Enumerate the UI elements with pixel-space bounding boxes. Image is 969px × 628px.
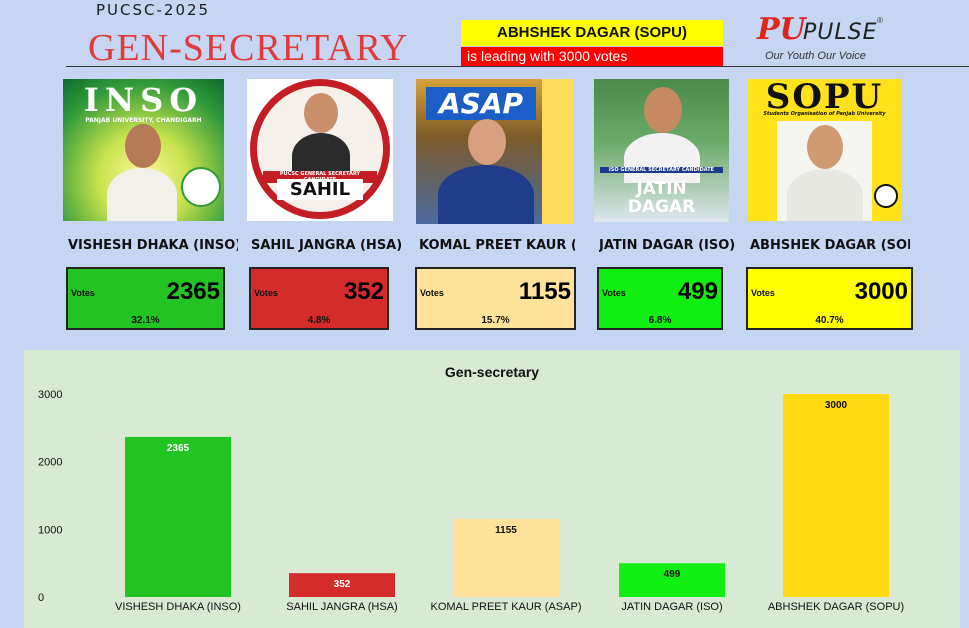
iso-badge-text: JATIN DAGAR: [627, 179, 696, 217]
y-tick-label: 0: [38, 592, 44, 604]
votes-label: Votes: [602, 288, 626, 298]
y-tick-label: 3000: [38, 389, 62, 401]
bar: [289, 573, 395, 597]
votes-percent: 4.8%: [307, 315, 331, 326]
votes-percent: 6.8%: [648, 315, 672, 326]
votes-percent: 15.7%: [481, 315, 510, 326]
candidate-photo-inso: INSO PANJAB UNIVERSITY, CHANDIGARH: [63, 79, 224, 221]
votes-count: 352: [343, 278, 384, 305]
logo-pu-text: PU: [757, 12, 806, 47]
logo-pulse-text: PULSE: [803, 20, 878, 45]
x-category-label: ABHSHEK DAGAR (SOPU): [768, 601, 904, 613]
candidate-portrait: [292, 93, 350, 179]
x-category-label: JATIN DAGAR (ISO): [621, 601, 722, 613]
bar: [783, 394, 889, 597]
pu-pulse-logo: PU PULSE ® Our Youth Our Voice: [757, 10, 887, 66]
votes-count: 1155: [518, 278, 571, 305]
votes-label: Votes: [71, 288, 95, 298]
votes-box-sopu: Votes 3000 40.7%: [746, 267, 913, 330]
title-underline: [66, 66, 969, 67]
candidate-photo-asap: ASAP: [416, 79, 574, 224]
inso-badge-text: INSO: [83, 81, 204, 119]
candidate-portrait: [624, 87, 700, 183]
page-subtitle: PUCSC-2025: [96, 1, 211, 19]
candidate-name-sopu: ABHSHEK DAGAR (SOPU: [750, 238, 910, 253]
candidate-portrait: [107, 124, 177, 221]
votes-count: 499: [677, 278, 718, 305]
bar-chart: 0 1000 2000 3000 2365 VISHESH DHAKA (INSO) 352…: [38, 389, 904, 613]
candidate-portrait: [438, 119, 534, 224]
inso-emblem-icon: [181, 167, 221, 207]
votes-count: 2365: [166, 278, 220, 305]
votes-count: 3000: [854, 278, 908, 305]
y-tick-label: 1000: [38, 524, 62, 536]
logo-tagline: Our Youth Our Voice: [765, 50, 866, 62]
bar-data-label: 352: [334, 579, 351, 590]
sopu-photo-caption: Students Organisation of Panjab Universi…: [763, 111, 886, 117]
votes-percent: 40.7%: [815, 315, 844, 326]
y-tick-label: 2000: [38, 457, 62, 469]
chart-panel: Gen-secretary 0 1000 2000 3000 2365 VISHESH D…: [24, 350, 960, 628]
candidate-portrait: [787, 125, 863, 221]
hsa-badge-text: SAHIL: [277, 179, 363, 200]
bar-data-label: 3000: [825, 400, 848, 411]
candidate-name-inso: VISHESH DHAKA (INSO): [68, 238, 238, 253]
candidate-name-iso: JATIN DAGAR (ISO): [599, 238, 736, 253]
inso-photo-caption: PANJAB UNIVERSITY, CHANDIGARH: [85, 117, 202, 124]
votes-box-iso: Votes 499 6.8%: [597, 267, 723, 330]
candidate-photo-sopu: SOPU Students Organisation of Panjab Uni…: [747, 79, 902, 221]
votes-percent: 32.1%: [131, 315, 160, 326]
bar-data-label: 2365: [167, 443, 190, 454]
bar-data-label: 1155: [495, 525, 517, 536]
bar: [125, 436, 231, 597]
x-category-label: VISHESH DHAKA (INSO): [115, 601, 241, 613]
asap-badge-text: ASAP: [426, 87, 536, 120]
candidate-name-hsa: SAHIL JANGRA (HSA): [251, 238, 403, 253]
sopu-badge-text: SOPU: [765, 79, 884, 117]
leader-name-banner: ABHSHEK DAGAR (SOPU): [461, 20, 723, 46]
page-title: GEN-SECRETARY: [88, 27, 409, 69]
bar: [453, 518, 559, 597]
votes-label: Votes: [420, 288, 444, 298]
chart-title: Gen-secretary: [444, 364, 540, 380]
bar: [619, 563, 725, 597]
votes-label: Votes: [254, 288, 278, 298]
votes-box-hsa: Votes 352 4.8%: [249, 267, 389, 330]
votes-label: Votes: [751, 288, 775, 298]
votes-box-inso: Votes 2365 32.1%: [66, 267, 225, 330]
x-category-label: KOMAL PREET KAUR (ASAP): [431, 601, 582, 613]
sopu-emblem-icon: [874, 184, 898, 208]
candidate-photo-iso: ISO GENERAL SECRETARY CANDIDATE JATIN DA…: [594, 79, 729, 222]
candidate-name-asap: KOMAL PREET KAUR (AS: [419, 238, 575, 253]
x-category-label: SAHIL JANGRA (HSA): [286, 601, 397, 613]
votes-box-asap: Votes 1155 15.7%: [415, 267, 576, 330]
leader-votes-banner: is leading with 3000 votes: [461, 47, 723, 66]
logo-registered-mark: ®: [877, 16, 883, 25]
candidate-photo-hsa: PUCSC GENERAL SECRETARY CANDIDATE SAHIL: [247, 79, 393, 221]
bar-data-label: 499: [664, 569, 681, 580]
iso-photo-caption: ISO GENERAL SECRETARY CANDIDATE: [600, 167, 723, 173]
